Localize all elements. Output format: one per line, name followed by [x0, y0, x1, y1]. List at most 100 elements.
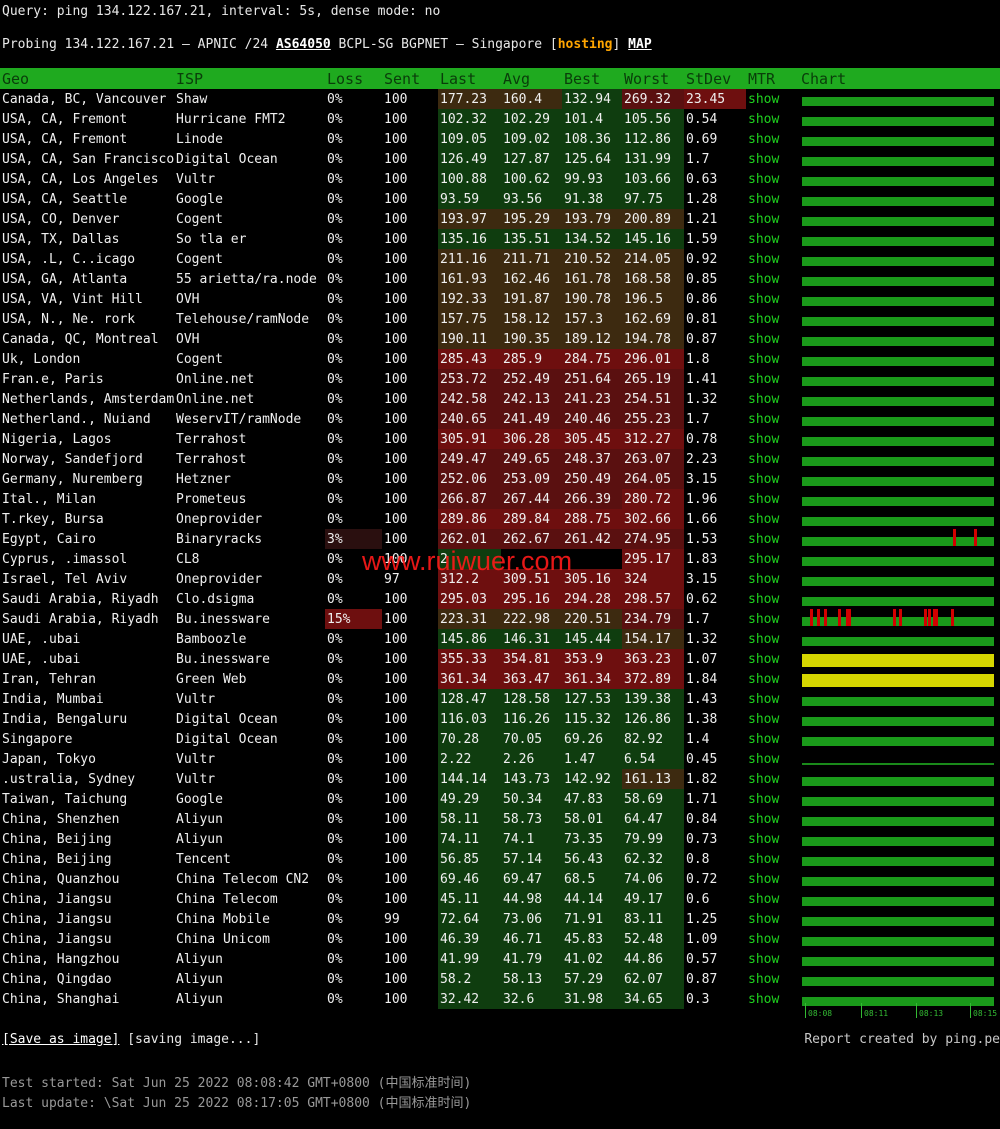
cell-mtr[interactable]: show — [748, 871, 780, 887]
cell-mtr[interactable]: show — [748, 631, 780, 647]
cell-best: 71.91 — [562, 909, 622, 929]
cell-mtr[interactable]: show — [748, 271, 780, 287]
cell-mtr[interactable]: show — [748, 171, 780, 187]
cell-mtr[interactable]: show — [748, 811, 780, 827]
cell-avg: 195.29 — [501, 209, 562, 229]
cell-stdev: 0.8 — [686, 851, 710, 867]
cell-mtr[interactable]: show — [748, 911, 780, 927]
cell-mtr[interactable]: show — [748, 971, 780, 987]
cell-mtr[interactable]: show — [748, 371, 780, 387]
cell-loss: 0% — [327, 291, 343, 307]
results-table: Geo ISP Loss Sent Last Avg Best Worst St… — [0, 68, 1000, 1009]
cell-isp: Bu.inessware — [176, 651, 270, 667]
cell-last: 128.47 — [438, 689, 501, 709]
cell-mtr[interactable]: show — [748, 211, 780, 227]
header-worst[interactable]: Worst — [622, 68, 684, 89]
cell-worst: 58.69 — [622, 789, 684, 809]
header-loss[interactable]: Loss — [325, 68, 382, 89]
cell-geo: Canada, QC, Montreal — [2, 331, 159, 347]
cell-mtr[interactable]: show — [748, 451, 780, 467]
cell-mtr[interactable]: show — [748, 531, 780, 547]
cell-mtr[interactable]: show — [748, 991, 780, 1007]
cell-mtr[interactable]: show — [748, 151, 780, 167]
asn-link[interactable]: AS64050 — [275, 37, 331, 52]
cell-worst: 168.58 — [622, 269, 684, 289]
cell-last: 58.11 — [438, 809, 501, 829]
cell-isp: Digital Ocean — [176, 151, 278, 167]
header-mtr[interactable]: MTR — [746, 68, 799, 89]
cell-isp: Cogent — [176, 351, 223, 367]
cell-mtr[interactable]: show — [748, 311, 780, 327]
cell-best: 132.94 — [562, 89, 622, 109]
table-row: China, Qingdao Aliyun 0% 100 58.2 58.13 57.29 6… — [0, 969, 1000, 989]
cell-mtr[interactable]: show — [748, 691, 780, 707]
cell-geo: UAE, .ubai — [2, 651, 81, 667]
table-row: Japan, Tokyo Vultr 0% 100 2.22 2.26 1.47 6.54 0.… — [0, 749, 1000, 769]
cell-best: 241.23 — [562, 389, 622, 409]
cell-loss: 0% — [327, 91, 343, 107]
cell-isp: CL8 — [176, 551, 200, 567]
cell-best: 44.14 — [562, 889, 622, 909]
cell-geo: Canada, BC, Vancouver — [2, 91, 167, 107]
cell-mtr[interactable]: show — [748, 611, 780, 627]
cell-geo: India, Mumbai — [2, 691, 104, 707]
cell-mtr[interactable]: show — [748, 351, 780, 367]
cell-mtr[interactable]: show — [748, 591, 780, 607]
cell-loss: 0% — [327, 471, 343, 487]
cell-mtr[interactable]: show — [748, 731, 780, 747]
cell-sent: 100 — [384, 291, 408, 307]
latency-bar — [802, 357, 994, 366]
cell-mtr[interactable]: show — [748, 711, 780, 727]
cell-mtr[interactable]: show — [748, 551, 780, 567]
map-link[interactable]: MAP — [628, 37, 652, 52]
cell-mtr[interactable]: show — [748, 771, 780, 787]
header-geo[interactable]: Geo — [0, 68, 174, 89]
cell-mtr[interactable]: show — [748, 671, 780, 687]
cell-best: 220.51 — [562, 609, 622, 629]
cell-mtr[interactable]: show — [748, 471, 780, 487]
cell-mtr[interactable]: show — [748, 431, 780, 447]
cell-mtr[interactable]: show — [748, 331, 780, 347]
cell-isp: Terrahost — [176, 431, 247, 447]
cell-mtr[interactable]: show — [748, 891, 780, 907]
header-stdev[interactable]: StDev — [684, 68, 746, 89]
latency-bar — [802, 817, 994, 826]
header-best[interactable]: Best — [562, 68, 622, 89]
cell-geo: USA, CO, Denver — [2, 211, 120, 227]
cell-mtr[interactable]: show — [748, 511, 780, 527]
cell-mtr[interactable]: show — [748, 291, 780, 307]
latency-chart — [799, 909, 1000, 929]
cell-mtr[interactable]: show — [748, 191, 780, 207]
cell-mtr[interactable]: show — [748, 231, 780, 247]
cell-mtr[interactable]: show — [748, 391, 780, 407]
cell-mtr[interactable]: show — [748, 791, 780, 807]
cell-stdev: 0.57 — [686, 951, 718, 967]
header-sent[interactable]: Sent — [382, 68, 438, 89]
save-as-image-button[interactable]: [Save as image] — [2, 1032, 120, 1047]
cell-mtr[interactable]: show — [748, 491, 780, 507]
header-isp[interactable]: ISP — [174, 68, 325, 89]
header-avg[interactable]: Avg — [501, 68, 562, 89]
cell-mtr[interactable]: show — [748, 251, 780, 267]
cell-last: 240.65 — [438, 409, 501, 429]
cell-worst: 372.89 — [622, 669, 684, 689]
cell-mtr[interactable]: show — [748, 751, 780, 767]
cell-mtr[interactable]: show — [748, 851, 780, 867]
cell-mtr[interactable]: show — [748, 951, 780, 967]
cell-mtr[interactable]: show — [748, 651, 780, 667]
cell-mtr[interactable]: show — [748, 571, 780, 587]
cell-mtr[interactable]: show — [748, 111, 780, 127]
cell-sent: 100 — [384, 451, 408, 467]
table-row: China, Quanzhou China Telecom CN2 0% 100 69.… — [0, 869, 1000, 889]
cell-mtr[interactable]: show — [748, 131, 780, 147]
header-last[interactable]: Last — [438, 68, 501, 89]
cell-stdev: 0.6 — [686, 891, 710, 907]
test-started: Test started: Sat Jun 25 2022 08:08:42 G… — [2, 1076, 472, 1091]
cell-mtr[interactable]: show — [748, 411, 780, 427]
cell-mtr[interactable]: show — [748, 91, 780, 107]
cell-mtr[interactable]: show — [748, 931, 780, 947]
latency-bar — [802, 277, 994, 286]
cell-loss: 0% — [327, 231, 343, 247]
cell-mtr[interactable]: show — [748, 831, 780, 847]
latency-bar — [802, 157, 994, 166]
